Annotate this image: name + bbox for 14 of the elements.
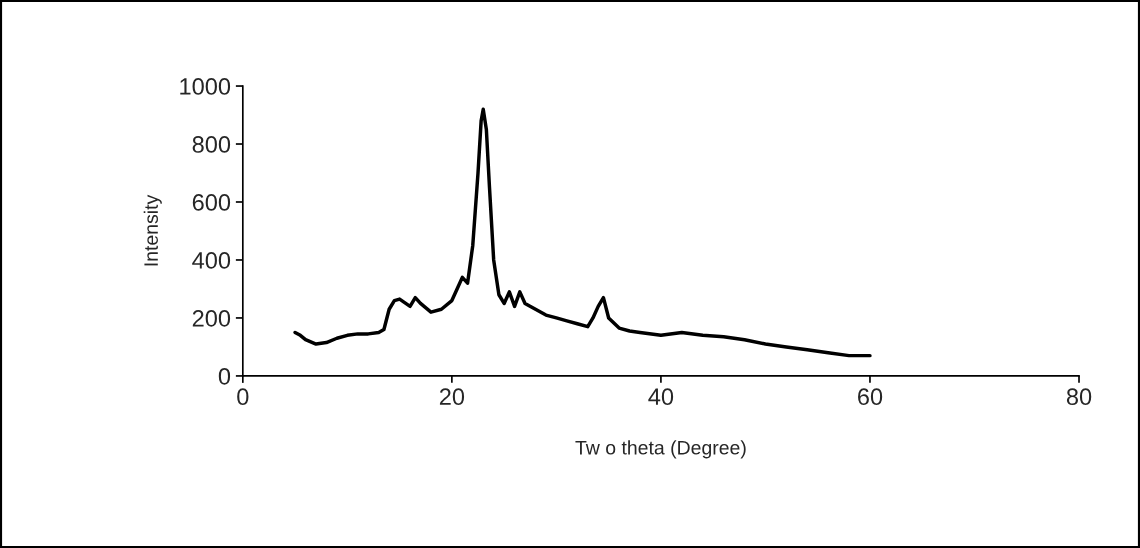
x-tick-label: 60 [858, 388, 883, 406]
x-tick-label: 0 [237, 388, 249, 406]
x-axis-title: Tw o theta (Degree) [575, 440, 746, 459]
y-tick-label: 0 [218, 368, 231, 385]
y-tick-label: 200 [192, 310, 231, 327]
x-tick-label: 20 [439, 388, 465, 406]
y-tick-label: 1000 [180, 78, 231, 95]
x-tick-label: 40 [648, 388, 674, 406]
line-series [293, 107, 872, 358]
y-tick-label: 400 [192, 252, 231, 269]
y-axis-title: Intensity [143, 194, 162, 266]
y-tick-label: 800 [192, 136, 231, 153]
y-tick-label: 600 [192, 194, 231, 211]
x-tick-label: 80 [1066, 388, 1092, 406]
